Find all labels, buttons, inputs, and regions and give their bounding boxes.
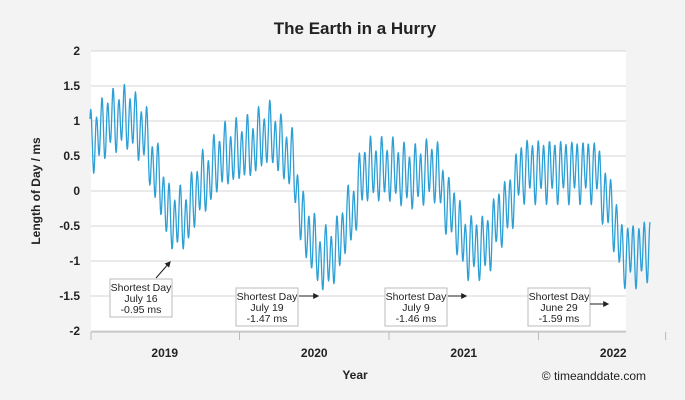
annotation-text: June 29	[540, 302, 578, 314]
annotation-text: -1.47 ms	[247, 313, 288, 325]
annotation-box	[235, 287, 299, 327]
x-tick-label: 2020	[301, 346, 328, 360]
y-tick-label: -1.5	[59, 289, 80, 303]
annotation-text: Shortest Day	[111, 282, 172, 294]
annotation-arrow	[155, 261, 171, 279]
y-tick-label: 1.5	[63, 79, 80, 93]
y-tick-label: -1	[69, 254, 80, 268]
credit-text: © timeanddate.com	[542, 369, 646, 383]
y-axis: 2 1.5 1 0.5 0 -0.5 -1 -1.5 -2	[59, 44, 80, 338]
annotation-box	[527, 287, 591, 327]
annotation-text: July 16	[124, 293, 157, 305]
annotation-text: Shortest Day	[237, 291, 298, 303]
annotation-text: Shortest Day	[529, 291, 590, 303]
chart-title: The Earth in a Hurry	[274, 19, 437, 38]
annotation-box	[109, 278, 173, 318]
x-axis: 2019 2020 2021 2022	[90, 331, 667, 360]
y-tick-label: -0.5	[59, 219, 80, 233]
grid	[91, 50, 626, 332]
annotation-text: -1.59 ms	[539, 313, 580, 325]
y-tick-label: 1	[73, 114, 80, 128]
x-tick-label: 2022	[600, 346, 627, 360]
y-tick-label: -2	[69, 324, 80, 338]
x-tick-label: 2019	[151, 346, 178, 360]
x-axis-label: Year	[342, 368, 368, 382]
annotation-box	[384, 287, 448, 327]
y-tick-label: 0	[73, 184, 80, 198]
annotation-text: -0.95 ms	[121, 304, 162, 316]
annotation-text: July 19	[250, 302, 283, 314]
y-tick-label: 2	[73, 44, 80, 58]
annotation-text: July 9	[402, 302, 430, 314]
x-tick-label: 2021	[450, 346, 477, 360]
y-tick-label: 0.5	[63, 149, 80, 163]
lod-series-line	[89, 83, 651, 291]
annotation-text: -1.46 ms	[396, 313, 437, 325]
annotation-text: Shortest Day	[386, 291, 447, 303]
y-axis-label: Length of Day / ms	[29, 137, 43, 245]
